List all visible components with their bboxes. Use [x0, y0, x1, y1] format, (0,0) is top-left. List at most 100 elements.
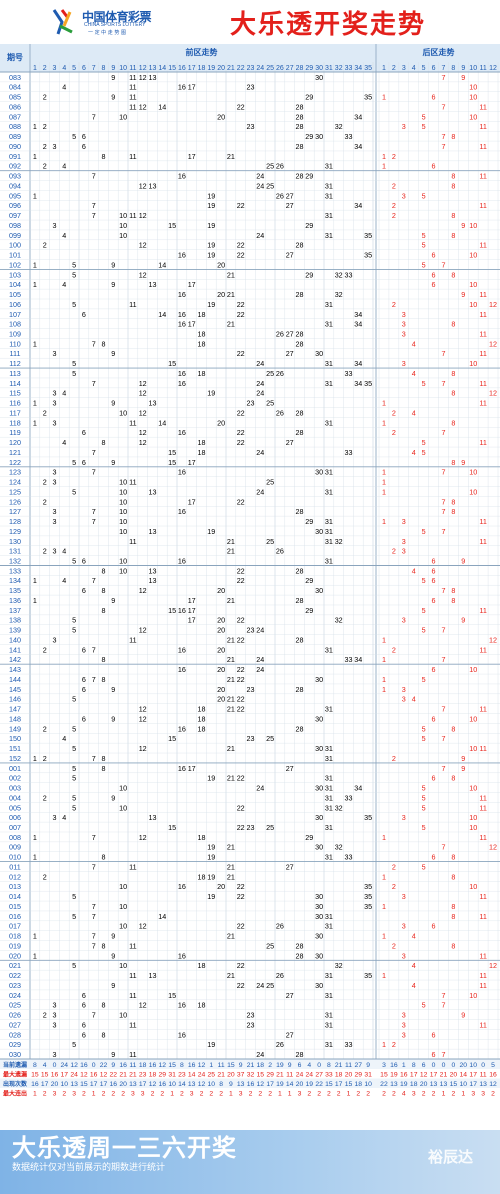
- back-number: 6: [432, 162, 436, 171]
- back-number: 8: [451, 497, 455, 506]
- back-number: 8: [451, 418, 455, 427]
- stat-front-value: 15: [41, 1072, 49, 1079]
- front-number: 22: [237, 616, 245, 625]
- front-number: 3: [53, 418, 57, 427]
- back-number: 3: [402, 1020, 406, 1029]
- stat-front-value: 21: [335, 1062, 343, 1069]
- period-label: 024: [9, 991, 21, 1000]
- stat-back-value: 2: [392, 1091, 396, 1098]
- front-number: 29: [305, 606, 313, 615]
- front-number: 31: [325, 754, 333, 763]
- stat-back-value: 13: [430, 1081, 438, 1088]
- front-number: 21: [227, 635, 235, 644]
- front-number: 19: [207, 872, 215, 881]
- front-number: 21: [227, 862, 235, 871]
- front-number: 12: [139, 922, 147, 931]
- front-number: 28: [296, 241, 304, 250]
- period-label: 147: [9, 705, 21, 714]
- front-number: 19: [207, 251, 215, 260]
- period-label: 085: [9, 93, 21, 102]
- front-number: 10: [119, 557, 127, 566]
- back-number: 10: [469, 359, 477, 368]
- front-number: 12: [139, 833, 147, 842]
- front-number: 22: [237, 922, 245, 931]
- front-number: 17: [188, 280, 196, 289]
- front-number: 12: [139, 744, 147, 753]
- stat-front-value: 9: [366, 1062, 370, 1069]
- front-number: 28: [296, 1050, 304, 1059]
- front-number: 27: [286, 349, 294, 358]
- front-number: 21: [227, 655, 235, 664]
- stat-front-value: 20: [119, 1081, 127, 1088]
- front-number: 8: [102, 853, 106, 862]
- front-number: 34: [354, 655, 362, 664]
- stat-back-value: 17: [469, 1081, 477, 1088]
- front-number: 15: [168, 734, 176, 743]
- front-number: 4: [62, 231, 66, 240]
- front-number: 25: [266, 941, 274, 950]
- period-header: 期号: [7, 52, 23, 62]
- back-number: 7: [441, 1001, 445, 1010]
- front-number: 12: [139, 73, 147, 82]
- front-number: 28: [296, 172, 304, 181]
- front-number: 31: [325, 517, 333, 526]
- front-number: 32: [335, 122, 343, 131]
- front-number: 6: [82, 586, 86, 595]
- back-number: 11: [479, 102, 486, 111]
- back-number: 9: [461, 221, 465, 230]
- stat-front-value: 11: [345, 1062, 352, 1069]
- stat-front-value: 18: [149, 1072, 157, 1079]
- back-number: 8: [451, 912, 455, 921]
- front-number: 11: [129, 83, 136, 92]
- footer-banner: [0, 1130, 500, 1194]
- front-number: 1: [33, 152, 37, 161]
- period-label: 109: [9, 329, 21, 338]
- front-number: 12: [139, 714, 147, 723]
- period-label: 134: [9, 576, 21, 585]
- front-number: 10: [119, 527, 127, 536]
- front-number: 13: [149, 576, 157, 585]
- back-number: 3: [402, 1011, 406, 1020]
- period-label: 116: [9, 399, 20, 408]
- front-number: 22: [237, 803, 245, 812]
- front-col-label: 13: [149, 65, 157, 72]
- stat-back-value: 20: [460, 1062, 468, 1069]
- back-number: 4: [412, 566, 416, 575]
- back-number: 5: [422, 734, 426, 743]
- period-label: 114: [9, 379, 20, 388]
- front-number: 30: [315, 468, 323, 477]
- back-number: 12: [489, 339, 497, 348]
- stat-front-value: 1: [209, 1062, 213, 1069]
- stat-front-value: 10: [61, 1081, 69, 1088]
- front-number: 7: [92, 468, 96, 477]
- front-number: 16: [178, 251, 186, 260]
- period-label: 115: [9, 389, 20, 398]
- front-number: 29: [305, 576, 313, 585]
- front-number: 27: [286, 862, 294, 871]
- stat-back-value: 3: [412, 1091, 416, 1098]
- front-number: 5: [72, 724, 76, 733]
- stat-front-value: 2: [317, 1091, 321, 1098]
- front-number: 28: [296, 329, 304, 338]
- back-number: 1: [382, 971, 386, 980]
- front-number: 11: [129, 93, 136, 102]
- front-number: 16: [178, 1030, 186, 1039]
- front-number: 10: [119, 478, 127, 487]
- back-number: 8: [451, 724, 455, 733]
- front-number: 17: [188, 458, 196, 467]
- period-label: 019: [9, 941, 21, 950]
- front-number: 9: [111, 714, 115, 723]
- front-number: 16: [178, 290, 186, 299]
- period-label: 018: [9, 932, 21, 941]
- stat-front-value: 21: [217, 1072, 225, 1079]
- front-number: 5: [72, 487, 76, 496]
- stat-front-value: 17: [266, 1081, 274, 1088]
- period-label: 021: [9, 961, 21, 970]
- period-label: 104: [9, 280, 21, 289]
- front-number: 7: [92, 172, 96, 181]
- front-number: 31: [325, 211, 333, 220]
- stat-front-value: 17: [61, 1072, 69, 1079]
- front-number: 28: [296, 102, 304, 111]
- back-number: 11: [479, 606, 486, 615]
- front-col-label: 22: [237, 65, 245, 72]
